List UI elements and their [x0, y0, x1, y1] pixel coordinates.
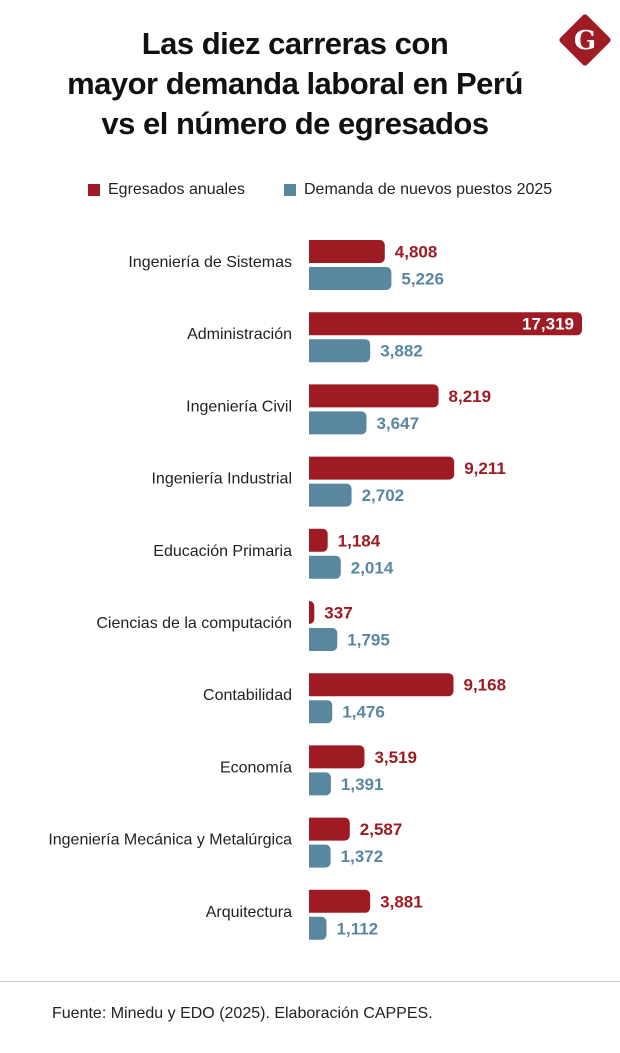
- bar-demanda: [309, 700, 333, 724]
- bar-demanda: [309, 339, 371, 363]
- value-label: 1,372: [341, 847, 384, 866]
- bar-egresados: [309, 601, 315, 624]
- category-label: Economía: [220, 759, 292, 776]
- bar-demanda: [309, 267, 392, 290]
- value-label: 3,881: [380, 892, 423, 911]
- title-line: Las diez carreras con: [141, 26, 449, 61]
- source-note: Fuente: Minedu y EDO (2025). Elaboración…: [52, 1005, 433, 1022]
- value-label: 3,647: [376, 414, 419, 433]
- bar-demanda: [309, 411, 367, 435]
- legend-label: Egresados anuales: [108, 181, 245, 198]
- divider: [0, 981, 620, 982]
- value-label: 9,211: [464, 459, 506, 478]
- legend-label: Demanda de nuevos puestos 2025: [304, 181, 553, 198]
- value-label: 9,168: [464, 676, 507, 695]
- bar-egresados: [309, 817, 350, 841]
- category-label: Ingeniería de Sistemas: [128, 254, 292, 271]
- category-label: Educación Primaria: [153, 543, 292, 560]
- value-label: 4,808: [395, 243, 438, 262]
- value-label: 2,014: [351, 558, 394, 577]
- bar-egresados: [309, 312, 582, 336]
- title-line: vs el número de egresados: [101, 106, 489, 141]
- logo-letter: G: [573, 26, 597, 56]
- category-label: Arquitectura: [206, 904, 292, 921]
- legend-swatch: [88, 184, 100, 196]
- bar-egresados: [309, 889, 371, 913]
- category-label: Ciencias de la computación: [96, 615, 292, 632]
- category-label: Administración: [187, 326, 292, 343]
- bar-demanda: [309, 628, 338, 651]
- value-label: 1,112: [337, 919, 379, 938]
- value-label: 3,882: [380, 342, 423, 361]
- value-label: 5,226: [401, 270, 444, 289]
- bar-egresados: [309, 240, 385, 263]
- bar-demanda: [309, 916, 327, 940]
- category-label: Ingeniería Industrial: [151, 471, 292, 488]
- bar-demanda: [309, 483, 352, 507]
- bar-chart: Ingeniería de Sistemas 4,808 5,226 Administ…: [48, 240, 582, 940]
- value-label: 2,587: [360, 820, 403, 839]
- bar-demanda: [309, 844, 331, 868]
- value-label: 1,795: [347, 631, 390, 650]
- value-label: 8,219: [449, 387, 492, 406]
- value-label: 3,519: [374, 748, 417, 767]
- value-label: 2,702: [362, 486, 405, 505]
- bar-egresados: [309, 384, 439, 408]
- title-line: mayor demanda laboral en Perú: [67, 66, 523, 101]
- category-label: Ingeniería Mecánica y Metalúrgica: [48, 832, 292, 849]
- legend-item-demanda: Demanda de nuevos puestos 2025: [284, 181, 552, 199]
- bar-egresados: [309, 456, 455, 480]
- bar-demanda: [309, 772, 331, 796]
- value-label: 17,319: [522, 315, 574, 334]
- legend-item-egresados: Egresados anuales: [88, 181, 245, 199]
- value-label: 337: [324, 604, 352, 623]
- value-label: 1,184: [338, 531, 381, 550]
- bar-egresados: [309, 528, 328, 552]
- legend-swatch: [284, 184, 296, 196]
- category-label: Contabilidad: [203, 687, 292, 704]
- bar-egresados: [309, 673, 454, 697]
- value-label: 1,476: [342, 703, 385, 722]
- bar-demanda: [309, 555, 341, 579]
- chart-title: Las diez carreras con mayor demanda labo…: [30, 24, 560, 144]
- category-label: Ingeniería Civil: [186, 398, 292, 415]
- bar-egresados: [309, 745, 365, 769]
- value-label: 1,391: [341, 775, 384, 794]
